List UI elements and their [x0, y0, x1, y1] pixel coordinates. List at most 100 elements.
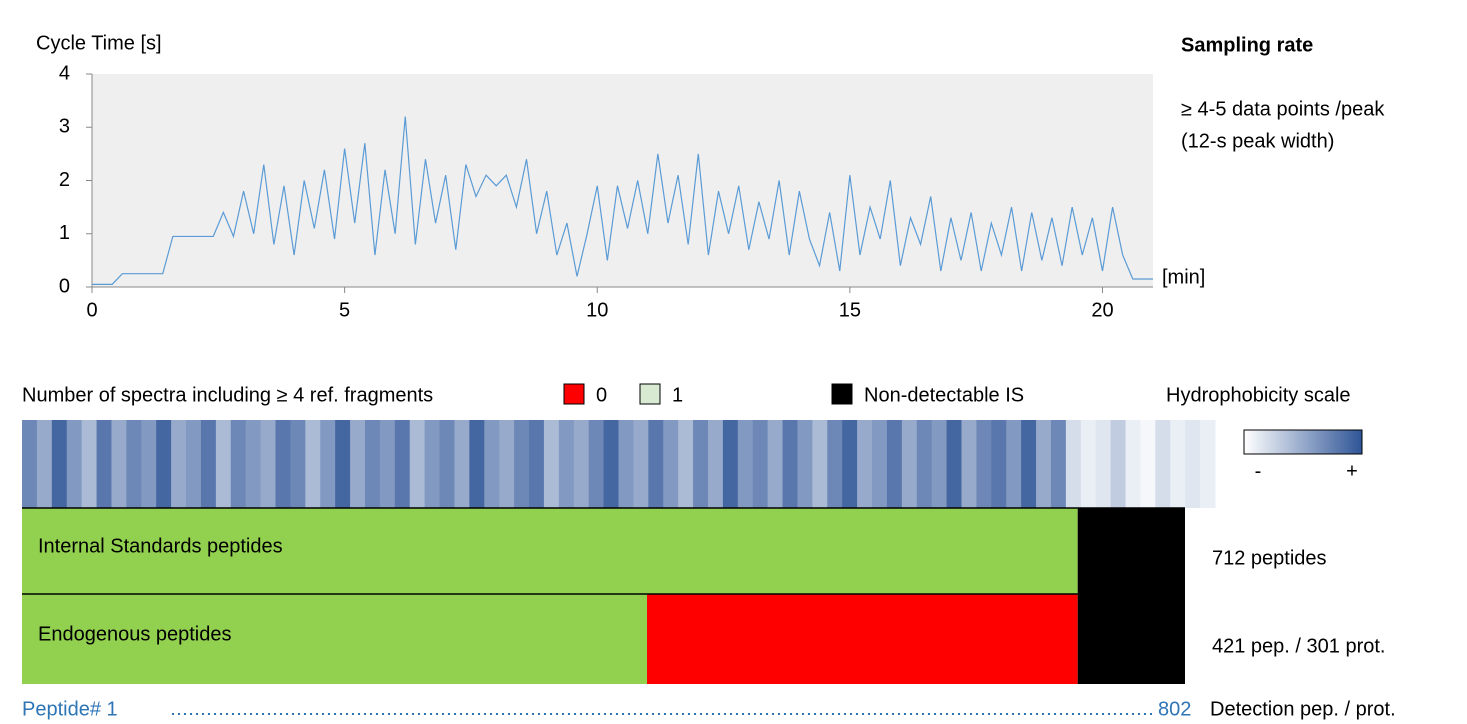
heat-stripe [439, 420, 455, 508]
heat-stripe [1050, 420, 1067, 508]
axis-note: Detection pep. / prot. [1210, 698, 1396, 720]
side-line: ≥ 4-5 data points /peak [1181, 98, 1385, 120]
x-tick-label: 10 [586, 299, 608, 321]
x-axis-label: [min] [1162, 266, 1205, 288]
heat-stripe [186, 420, 202, 508]
heat-stripe [737, 420, 754, 508]
scale-bar [1243, 429, 1363, 455]
legend-label: Non-detectable IS [864, 384, 1024, 406]
y-tick-label: 3 [59, 116, 70, 138]
heat-stripe [1125, 420, 1141, 508]
heat-stripe [722, 420, 739, 508]
heat-stripe [454, 420, 470, 508]
detection-segment [22, 508, 1078, 594]
row-note: 712 peptides [1212, 547, 1327, 569]
heat-stripe [156, 420, 172, 508]
scale-max: + [1346, 460, 1358, 482]
x-tick-label: 0 [86, 299, 97, 321]
heat-stripe [1155, 420, 1171, 508]
heat-stripe [857, 420, 873, 508]
heat-stripe [200, 420, 217, 508]
heat-stripe [782, 420, 798, 508]
row-note: 421 pep. / 301 prot. [1212, 635, 1385, 657]
heat-stripe [1170, 420, 1186, 508]
scale-min: - [1255, 460, 1262, 482]
heat-stripe [409, 420, 426, 508]
heat-stripe [245, 420, 262, 508]
detection-segment [22, 594, 648, 684]
heat-stripe [275, 420, 291, 508]
heat-stripe [1200, 420, 1216, 508]
heat-stripe [469, 420, 485, 508]
detection-segment [1077, 594, 1185, 684]
heat-stripe [872, 420, 888, 508]
heat-stripe [529, 420, 545, 508]
heat-stripe [707, 420, 724, 508]
plot-area [92, 74, 1153, 287]
heat-stripe [827, 420, 843, 508]
heat-stripe [767, 420, 784, 508]
heat-stripe [991, 420, 1007, 508]
heat-stripe [1080, 420, 1097, 508]
heat-stripe [1036, 420, 1052, 508]
heat-stripe [81, 420, 98, 508]
heat-stripe [618, 420, 634, 508]
heat-stripe [260, 420, 277, 508]
heat-stripe [603, 420, 619, 508]
heat-stripe [633, 420, 649, 508]
heat-stripe [171, 420, 187, 508]
heat-stripe [1065, 420, 1082, 508]
heat-stripe [484, 420, 500, 508]
heat-stripe [126, 420, 142, 508]
heat-stripe [931, 420, 948, 508]
heat-stripe [51, 420, 68, 508]
y-tick-label: 1 [59, 222, 70, 244]
y-axis-label: Cycle Time [s] [36, 32, 162, 54]
heat-stripe [797, 420, 813, 508]
heat-stripe [663, 420, 679, 508]
heat-stripe [320, 420, 336, 508]
x-tick-label: 15 [839, 299, 861, 321]
detection-segment [1077, 508, 1185, 594]
axis-start: Peptide# 1 [22, 698, 118, 720]
cycle-time-line [92, 116, 1153, 285]
heat-stripe [812, 420, 828, 508]
x-tick-label: 5 [339, 299, 350, 321]
legend-swatch [831, 383, 853, 405]
heat-stripe [693, 420, 709, 508]
axis-end: 802 [1158, 698, 1191, 720]
heat-stripe [916, 420, 933, 508]
y-tick-label: 0 [59, 275, 70, 297]
heat-stripe [290, 420, 306, 508]
x-tick-label: 20 [1091, 299, 1113, 321]
legend-swatch [639, 383, 661, 405]
detection-segment [647, 594, 1078, 684]
heat-stripe [1006, 420, 1022, 508]
heat-stripe [141, 420, 157, 508]
heat-stripe [1185, 420, 1201, 508]
side-line: (12-s peak width) [1181, 130, 1334, 152]
heat-stripe [36, 420, 53, 508]
heat-stripe [1095, 420, 1112, 508]
heat-stripe [230, 420, 247, 508]
heat-stripe [901, 420, 918, 508]
heat-stripe [514, 420, 530, 508]
y-tick-label: 4 [59, 62, 70, 84]
heat-stripe [1140, 420, 1156, 508]
heat-stripe [558, 420, 575, 508]
legend-label: 1 [672, 384, 683, 406]
heat-stripe [350, 420, 366, 508]
heat-stripe [111, 420, 127, 508]
heat-stripe [886, 420, 903, 508]
heat-stripe [961, 420, 977, 508]
row-label: Internal Standards peptides [38, 535, 283, 557]
legend-swatch [563, 383, 585, 405]
side-title: Sampling rate [1181, 34, 1313, 56]
heat-stripe [648, 420, 664, 508]
heat-stripe [305, 420, 321, 508]
heat-stripe [573, 420, 590, 508]
scale-title: Hydrophobicity scale [1166, 384, 1351, 406]
heat-stripe [752, 420, 769, 508]
row-label: Endogenous peptides [38, 623, 232, 645]
heat-stripe [424, 420, 441, 508]
